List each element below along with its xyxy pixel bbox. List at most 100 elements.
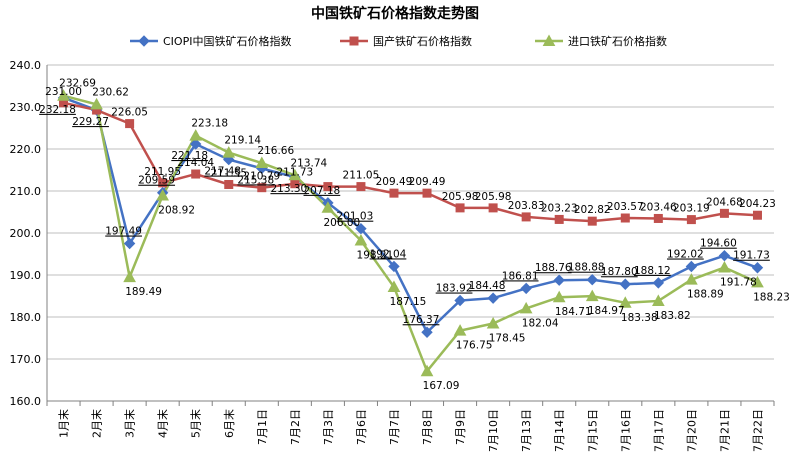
- data-label: 184.48: [469, 280, 506, 292]
- data-label: 217.48: [204, 166, 241, 178]
- data-point-marker: [189, 138, 202, 150]
- data-point-marker: [354, 233, 368, 246]
- data-point-marker: [453, 324, 467, 336]
- data-label: 182.04: [522, 317, 559, 329]
- data-point-marker: [618, 296, 632, 308]
- data-point-marker: [651, 294, 665, 306]
- x-tick-label: 7月16日: [619, 409, 632, 452]
- data-point-marker: [586, 273, 598, 286]
- data-label: 194.60: [700, 238, 737, 250]
- data-label: 188.12: [634, 265, 671, 277]
- data-label: 184.71: [555, 306, 592, 318]
- data-label: 204.68: [706, 196, 743, 208]
- data-point-marker: [685, 273, 698, 285]
- data-point-marker: [321, 201, 335, 213]
- data-label: 191.73: [733, 250, 770, 262]
- data-label: 203.57: [607, 201, 644, 213]
- data-point-marker: [619, 278, 632, 290]
- series-line: [63, 96, 758, 335]
- data-label: 226.05: [111, 107, 148, 119]
- data-label: 230.62: [92, 86, 129, 98]
- data-point-marker: [189, 129, 203, 141]
- data-label: 229.27: [72, 116, 109, 128]
- data-label: 183.82: [654, 310, 691, 322]
- series-line: [63, 94, 758, 374]
- data-label: 192.02: [667, 249, 704, 261]
- data-label: 203.83: [508, 200, 545, 212]
- data-label: 208.92: [158, 205, 195, 217]
- data-point-marker: [486, 316, 500, 329]
- data-point-marker: [585, 289, 599, 302]
- x-axis: 1月末 2月末 3月末 4月末 5月末 6月末 7月1日 7月2日 7月3日 7月6日 7月7日 7月…: [46, 400, 775, 452]
- data-point-marker: [454, 294, 466, 307]
- data-label: 210.79: [243, 171, 280, 183]
- y-tick-label: 190.0: [10, 269, 42, 282]
- data-label: 188.88: [568, 262, 605, 274]
- data-label: 211.05: [343, 170, 380, 182]
- data-point-marker: [554, 214, 564, 224]
- x-tick-label: 7月20日: [685, 409, 698, 452]
- data-point-marker: [718, 249, 731, 262]
- data-point-marker: [123, 237, 136, 250]
- data-label: 232.69: [59, 78, 96, 90]
- y-tick-label: 220.0: [10, 143, 42, 156]
- data-label: 205.98: [475, 191, 512, 203]
- data-label: 231.00: [45, 86, 82, 98]
- data-label: 188.23: [753, 291, 790, 303]
- legend: CIOPI中国铁矿石价格指数 国产铁矿石价格指数 进口铁矿石价格指数: [130, 34, 667, 48]
- data-label: 221.18: [171, 150, 208, 162]
- data-point-marker: [222, 146, 236, 158]
- data-label: 203.46: [640, 201, 677, 213]
- data-label: 211.73: [276, 167, 313, 179]
- x-tick-label: 3月末: [123, 409, 137, 438]
- x-tick-label: 7月13日: [520, 409, 533, 452]
- data-label: 186.81: [502, 270, 539, 282]
- y-tick-label: 200.0: [10, 227, 42, 240]
- x-tick-label: 7月7日: [388, 409, 401, 445]
- data-point-marker: [487, 292, 499, 304]
- data-point-marker: [421, 326, 433, 338]
- x-tick-label: 7月3日: [322, 409, 335, 445]
- data-point-marker: [652, 277, 665, 289]
- data-label: 167.09: [423, 380, 460, 392]
- legend-marker: [349, 36, 359, 46]
- data-label: 209.49: [409, 176, 446, 188]
- data-label: 183.38: [621, 312, 658, 324]
- x-tick-label: 7月8日: [421, 409, 434, 445]
- data-label: 232.18: [39, 104, 76, 116]
- data-point-marker: [356, 182, 366, 192]
- y-tick-label: 210.0: [10, 185, 42, 198]
- data-point-marker: [620, 213, 630, 223]
- data-label: 207.18: [304, 185, 341, 197]
- series-line: [63, 101, 758, 223]
- data-label: 192.04: [370, 248, 407, 260]
- legend-label: CIOPI中国铁矿石价格指数: [163, 34, 291, 48]
- data-point-marker: [422, 188, 432, 198]
- data-label: 209.49: [376, 176, 413, 188]
- data-label: 205.98: [442, 191, 479, 203]
- data-point-marker: [488, 203, 498, 213]
- data-label: 184.97: [588, 305, 625, 317]
- series-markers: [57, 89, 764, 377]
- legend-item: 进口铁矿石价格指数: [535, 34, 667, 48]
- data-point-marker: [553, 274, 565, 286]
- data-label: 215.38: [237, 174, 274, 186]
- data-label: 183.92: [436, 283, 473, 295]
- data-label: 216.66: [257, 145, 294, 157]
- gridlines: [47, 64, 774, 402]
- data-label: 219.14: [224, 135, 261, 147]
- data-point-marker: [686, 215, 696, 225]
- data-point-marker: [455, 203, 465, 213]
- y-axis: 160.0 170.0 180.0 190.0 200.0 210.0 220.0 230.0…: [10, 59, 48, 408]
- data-label: 188.89: [687, 289, 724, 301]
- y-tick-label: 230.0: [10, 101, 42, 114]
- data-point-marker: [685, 260, 698, 273]
- data-label: 187.15: [390, 296, 427, 308]
- data-label: 176.75: [456, 340, 493, 352]
- data-point-marker: [191, 169, 201, 179]
- data-label: 188.76: [535, 262, 572, 274]
- data-point-marker: [587, 216, 597, 226]
- data-point-marker: [519, 301, 533, 314]
- x-tick-label: 7月10日: [487, 409, 500, 452]
